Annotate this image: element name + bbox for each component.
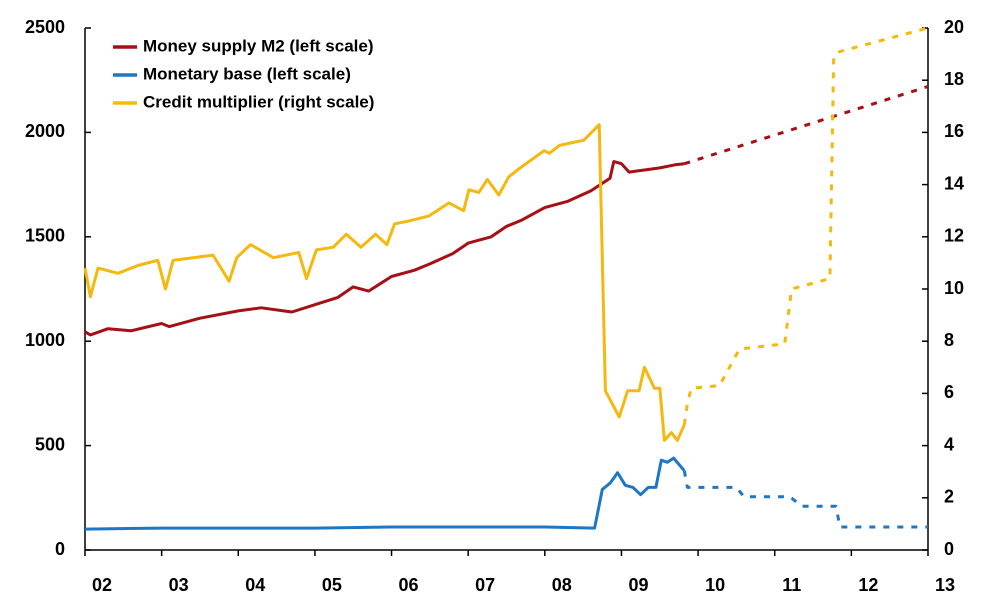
- y-tick-label: 1500: [25, 226, 65, 246]
- x-tick-label: 08: [552, 575, 572, 595]
- x-tick-label: 03: [169, 575, 189, 595]
- series-line: [84, 456, 686, 531]
- projection-line: [682, 470, 928, 529]
- y2-tick-label: 20: [944, 17, 964, 37]
- projection-line: [683, 85, 929, 166]
- y2-tick-label: 2: [944, 487, 954, 507]
- y-tick-label: 500: [35, 434, 65, 454]
- y2-tick-label: 6: [944, 382, 954, 402]
- x-tick-label: 06: [399, 575, 419, 595]
- x-tick-label: 13: [935, 575, 955, 595]
- y2-tick-label: 4: [944, 434, 954, 454]
- legend-label: Monetary base (left scale): [143, 64, 351, 83]
- y-tick-label: 2500: [25, 17, 65, 37]
- y2-tick-label: 8: [944, 330, 954, 350]
- x-tick-label: 04: [245, 575, 265, 595]
- y2-tick-label: 18: [944, 69, 964, 89]
- series-line: [84, 160, 685, 337]
- x-tick-label: 09: [628, 575, 648, 595]
- y2-tick-label: 10: [944, 278, 964, 298]
- y-tick-label: 0: [55, 539, 65, 559]
- y2-tick-label: 0: [944, 539, 954, 559]
- legend-label: Credit multiplier (right scale): [143, 92, 374, 111]
- y-tick-label: 1000: [25, 330, 65, 350]
- y2-tick-label: 16: [944, 121, 964, 141]
- x-tick-label: 12: [858, 575, 878, 595]
- x-tick-label: 02: [92, 575, 112, 595]
- x-tick-label: 11: [782, 575, 801, 595]
- legend-label: Money supply M2 (left scale): [143, 36, 374, 55]
- y2-tick-label: 14: [944, 173, 964, 193]
- series-line: [83, 123, 686, 442]
- x-tick-label: 05: [322, 575, 342, 595]
- x-tick-label: 10: [705, 575, 725, 595]
- x-tick-label: 07: [475, 575, 495, 595]
- y-tick-label: 2000: [25, 121, 65, 141]
- y2-tick-label: 12: [944, 226, 964, 246]
- projection-line: [682, 26, 929, 425]
